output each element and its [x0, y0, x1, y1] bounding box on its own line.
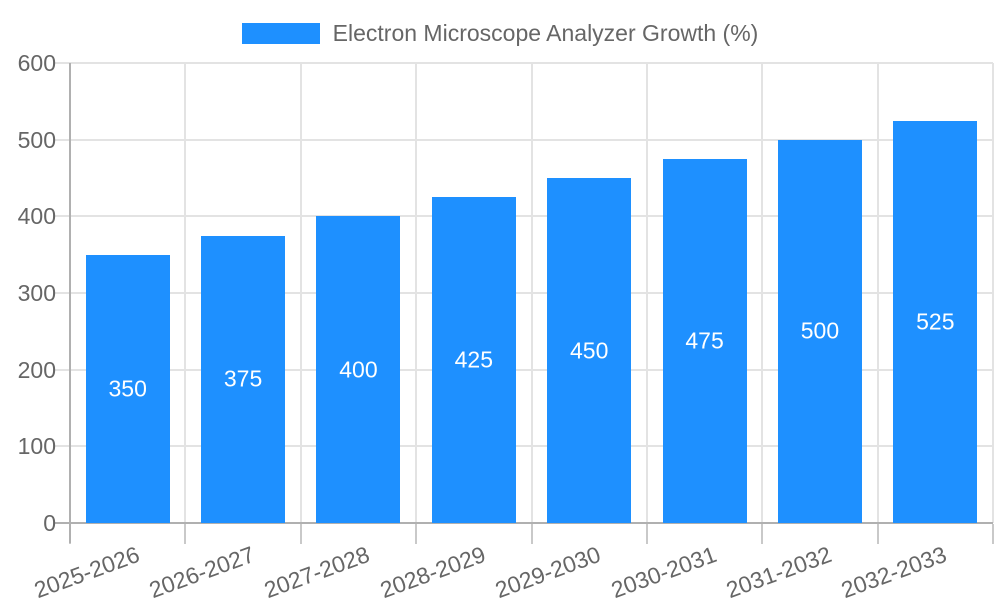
- y-axis-tick-label: 100: [17, 433, 56, 460]
- v-gridline: [761, 63, 764, 523]
- legend-label: Electron Microscope Analyzer Growth (%): [332, 20, 759, 46]
- v-gridline: [530, 63, 533, 523]
- x-axis-tick-label: 2032-2033: [837, 541, 951, 600]
- bar-value-label: 400: [339, 356, 378, 383]
- v-gridline: [299, 63, 302, 523]
- x-axis-tick-label: 2031-2032: [722, 541, 835, 600]
- bar: 400: [316, 216, 401, 523]
- x-axis-tick-label: 2028-2029: [376, 541, 489, 600]
- x-axis-tick-label: 2029-2030: [491, 541, 605, 600]
- y-axis-tick-label: 400: [17, 203, 56, 230]
- bar-value-label: 500: [800, 317, 840, 344]
- bar: 425: [431, 197, 516, 523]
- bar: 350: [85, 254, 170, 523]
- v-gridline: [645, 63, 648, 523]
- bar-value-label: 425: [454, 346, 493, 373]
- x-axis-tick-label: 2025-2026: [30, 541, 143, 600]
- v-gridline: [876, 63, 879, 523]
- h-gridline: [55, 215, 993, 218]
- x-axis-tick: [299, 524, 302, 544]
- x-axis-tick: [184, 524, 187, 544]
- y-axis-tick-label: 600: [17, 50, 56, 76]
- y-axis-tick-label: 200: [17, 356, 56, 383]
- bar: 525: [893, 120, 978, 523]
- h-gridline: [55, 368, 993, 371]
- y-axis-tick-label: 0: [43, 510, 56, 536]
- bar-value-label: 350: [108, 375, 147, 402]
- y-axis-line: [69, 63, 71, 543]
- bar: 500: [777, 139, 862, 523]
- bar-value-label: 475: [685, 327, 724, 354]
- v-gridline: [415, 63, 418, 523]
- bar: 475: [662, 158, 747, 523]
- h-gridline: [55, 138, 993, 141]
- y-axis-tick-label: 300: [17, 280, 56, 306]
- bar-value-label: 375: [223, 365, 263, 392]
- x-axis-tick: [761, 524, 764, 544]
- x-axis-tick-label: 2026-2027: [145, 541, 258, 600]
- v-gridline: [992, 63, 994, 523]
- bar: 450: [547, 178, 632, 523]
- x-axis-tick-label: 2030-2031: [607, 541, 720, 600]
- legend: Electron Microscope Analyzer Growth (%): [0, 20, 1000, 47]
- x-axis-tick: [992, 524, 994, 544]
- bar-value-label: 450: [570, 337, 609, 363]
- bar: 375: [201, 235, 286, 523]
- x-axis-tick: [876, 524, 879, 544]
- x-axis-tick: [415, 524, 418, 544]
- v-gridline: [184, 63, 187, 523]
- x-axis-tick: [530, 524, 533, 544]
- bar-value-label: 525: [916, 308, 955, 335]
- y-axis-tick-label: 500: [17, 126, 56, 153]
- legend-swatch-icon: [241, 23, 320, 44]
- x-axis-line: [55, 522, 993, 524]
- x-axis-tick-label: 2027-2028: [261, 541, 374, 600]
- h-gridline: [55, 292, 993, 294]
- h-gridline: [55, 62, 993, 64]
- x-axis-tick: [645, 524, 648, 544]
- h-gridline: [55, 445, 993, 448]
